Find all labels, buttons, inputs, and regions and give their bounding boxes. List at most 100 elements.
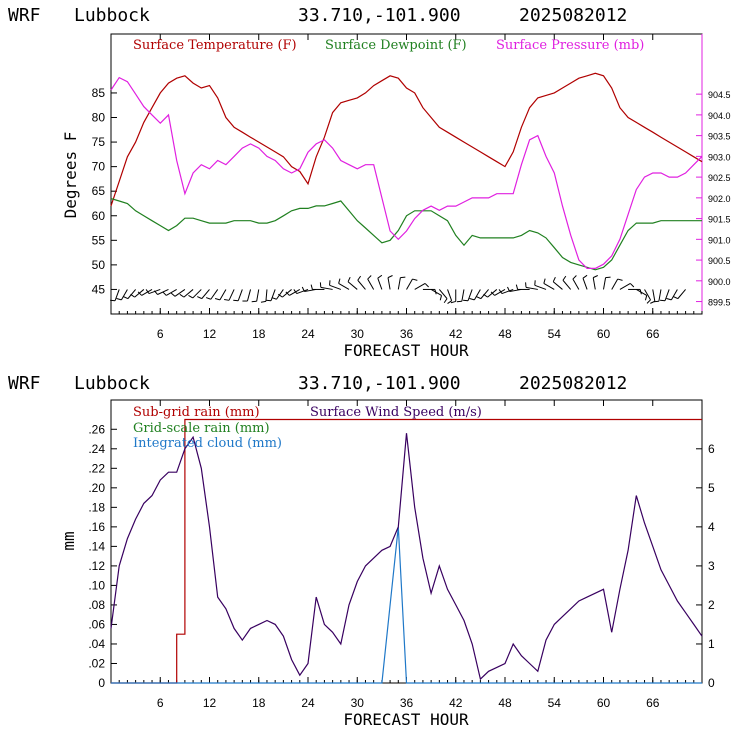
wind-barb-flag	[562, 275, 567, 281]
wind-barb-flag	[188, 294, 194, 299]
top-x-tick-label: 36	[400, 327, 414, 341]
bottom-y2-tick-label: 0	[708, 676, 715, 690]
bottom-header-model: WRF	[8, 373, 41, 394]
wind-barb-staff	[329, 284, 342, 290]
bottom-series-integrated-cloud	[111, 526, 702, 684]
wind-barb-staff	[377, 277, 383, 290]
wind-barb-staff	[338, 283, 350, 290]
bottom-x-tick-label: 54	[548, 696, 562, 710]
top-y-tick-label: 50	[92, 258, 106, 272]
top-y-axis-label: Degrees F	[61, 132, 80, 219]
wind-barb-flag	[153, 290, 158, 295]
wind-barb-staff	[237, 289, 243, 301]
top-x-tick-label: 60	[597, 327, 611, 341]
wind-barb-flag	[412, 278, 418, 281]
bottom-y-tick-label: .16	[88, 520, 105, 534]
top-y-axis-ticks: 45 50 55 60 65 70 75 80 85	[92, 86, 117, 296]
wind-barb-staff	[114, 289, 120, 301]
bottom-series-lines	[110, 418, 703, 684]
wind-barb-staff	[270, 289, 276, 301]
bottom-series-surface-wind-speed	[110, 433, 703, 681]
top-x-axis-ticks: 6 12 18 24 30 36 42 48 54 60 66	[110, 34, 703, 341]
wind-barb-staff	[461, 289, 465, 302]
bottom-y-tick-label: .02	[88, 656, 105, 670]
top-y-tick-label: 75	[92, 135, 106, 149]
wind-barb-staff	[192, 289, 202, 299]
wind-barb-flag	[483, 293, 488, 298]
bottom-y-tick-label: .08	[88, 598, 105, 612]
wind-barb-flag	[285, 291, 290, 296]
wind-barb-staff	[246, 289, 252, 302]
top-y2-tick-label: 904.0	[708, 111, 731, 121]
top-y2-tick-label: 900.5	[708, 256, 731, 266]
top-x-tick-label: 12	[203, 327, 217, 341]
legend-surface-temperature: Surface Temperature (F)	[133, 38, 297, 53]
legend-surface-wind-speed: Surface Wind Speed (m/s)	[310, 405, 482, 420]
wind-barb-staff	[611, 278, 619, 290]
wind-barb-flag	[646, 299, 651, 304]
wind-barb-staff	[473, 289, 481, 301]
top-y2-tick-label: 902.5	[708, 173, 731, 183]
bottom-y2-tick-label: 6	[708, 442, 715, 456]
bottom-y-tick-label: .22	[88, 461, 105, 475]
bottom-y2-tick-label: 4	[708, 520, 715, 534]
wind-barb-flag	[673, 296, 679, 300]
wind-barb-flag	[552, 276, 556, 282]
bottom-header-station: Lubbock	[74, 373, 150, 394]
wind-barb-flag	[377, 274, 383, 279]
bottom-x-tick-label: 36	[400, 696, 414, 710]
bottom-x-tick-label: 12	[203, 696, 217, 710]
wind-barb-staff	[289, 289, 301, 296]
wind-barb-flag	[644, 295, 648, 301]
wind-barb-flag	[450, 300, 456, 304]
top-plot-frame	[110, 33, 703, 315]
wind-barb-flag	[205, 297, 211, 300]
bottom-y-axis-ticks: 0 .02 .04 .06 .08 .10 .12 .14 .16 .18 .20 .22 .24 .26	[88, 422, 117, 690]
legend-surface-pressure: Surface Pressure (mb)	[496, 38, 644, 53]
bottom-x-tick-label: 42	[449, 696, 463, 710]
wind-barb-flag	[271, 297, 277, 300]
wind-barb-flag	[197, 296, 202, 300]
bottom-y-tick-label: .14	[88, 539, 105, 553]
wind-barb-flag	[301, 286, 305, 292]
wind-barb-staff	[183, 289, 194, 298]
bottom-y2-tick-label: 2	[708, 598, 715, 612]
wind-barb-staff	[670, 289, 678, 301]
wind-barb-flag	[145, 289, 150, 294]
wind-barb-flag	[170, 292, 176, 297]
wind-barb-flag	[357, 275, 362, 281]
wind-barb-staff	[447, 289, 453, 301]
bottom-x-axis-ticks: 6 12 18 24 30 36 42 48 54 60 66	[110, 400, 703, 710]
top-header-coords: 33.710,-101.900	[298, 5, 461, 26]
top-panel: WRF Lubbock 33.710,-101.900 2025082012 4…	[8, 5, 731, 360]
wind-barb-flag	[666, 298, 672, 301]
wind-barb-flag	[629, 283, 635, 288]
wind-barb-flag	[278, 293, 283, 298]
wind-barb-staff	[572, 278, 580, 290]
bottom-x-tick-label: 18	[252, 696, 266, 710]
wind-barb-flag	[387, 275, 393, 279]
bottom-y-tick-label: .10	[88, 578, 105, 592]
wind-barb-staff	[430, 289, 442, 296]
wind-barb-staff	[644, 289, 651, 301]
wind-barb-flag	[179, 293, 185, 298]
wind-barb-flag	[447, 300, 452, 304]
wind-barb-flag	[439, 295, 443, 301]
top-y-tick-label: 70	[92, 160, 106, 174]
wind-barb-flag	[424, 283, 429, 288]
wind-barb-staff	[210, 289, 219, 300]
top-x-tick-label: 6	[157, 327, 164, 341]
wind-barb-flag	[617, 278, 623, 281]
bottom-y-tick-label: .04	[88, 637, 105, 651]
wind-barb-staff	[501, 288, 514, 295]
top-x-axis-label: FORECAST HOUR	[343, 341, 469, 360]
wind-barb-flag	[260, 300, 266, 303]
wind-barb-staff	[141, 289, 153, 296]
top-y2-tick-label: 901.0	[708, 235, 731, 245]
bottom-y-tick-label: .24	[88, 442, 105, 456]
wind-barb-flag	[469, 298, 475, 301]
top-y2-tick-label: 902.0	[708, 194, 731, 204]
top-y-tick-label: 85	[92, 86, 106, 100]
top-y-tick-label: 55	[92, 233, 106, 247]
top-series-surface-dewpoint	[110, 198, 702, 271]
